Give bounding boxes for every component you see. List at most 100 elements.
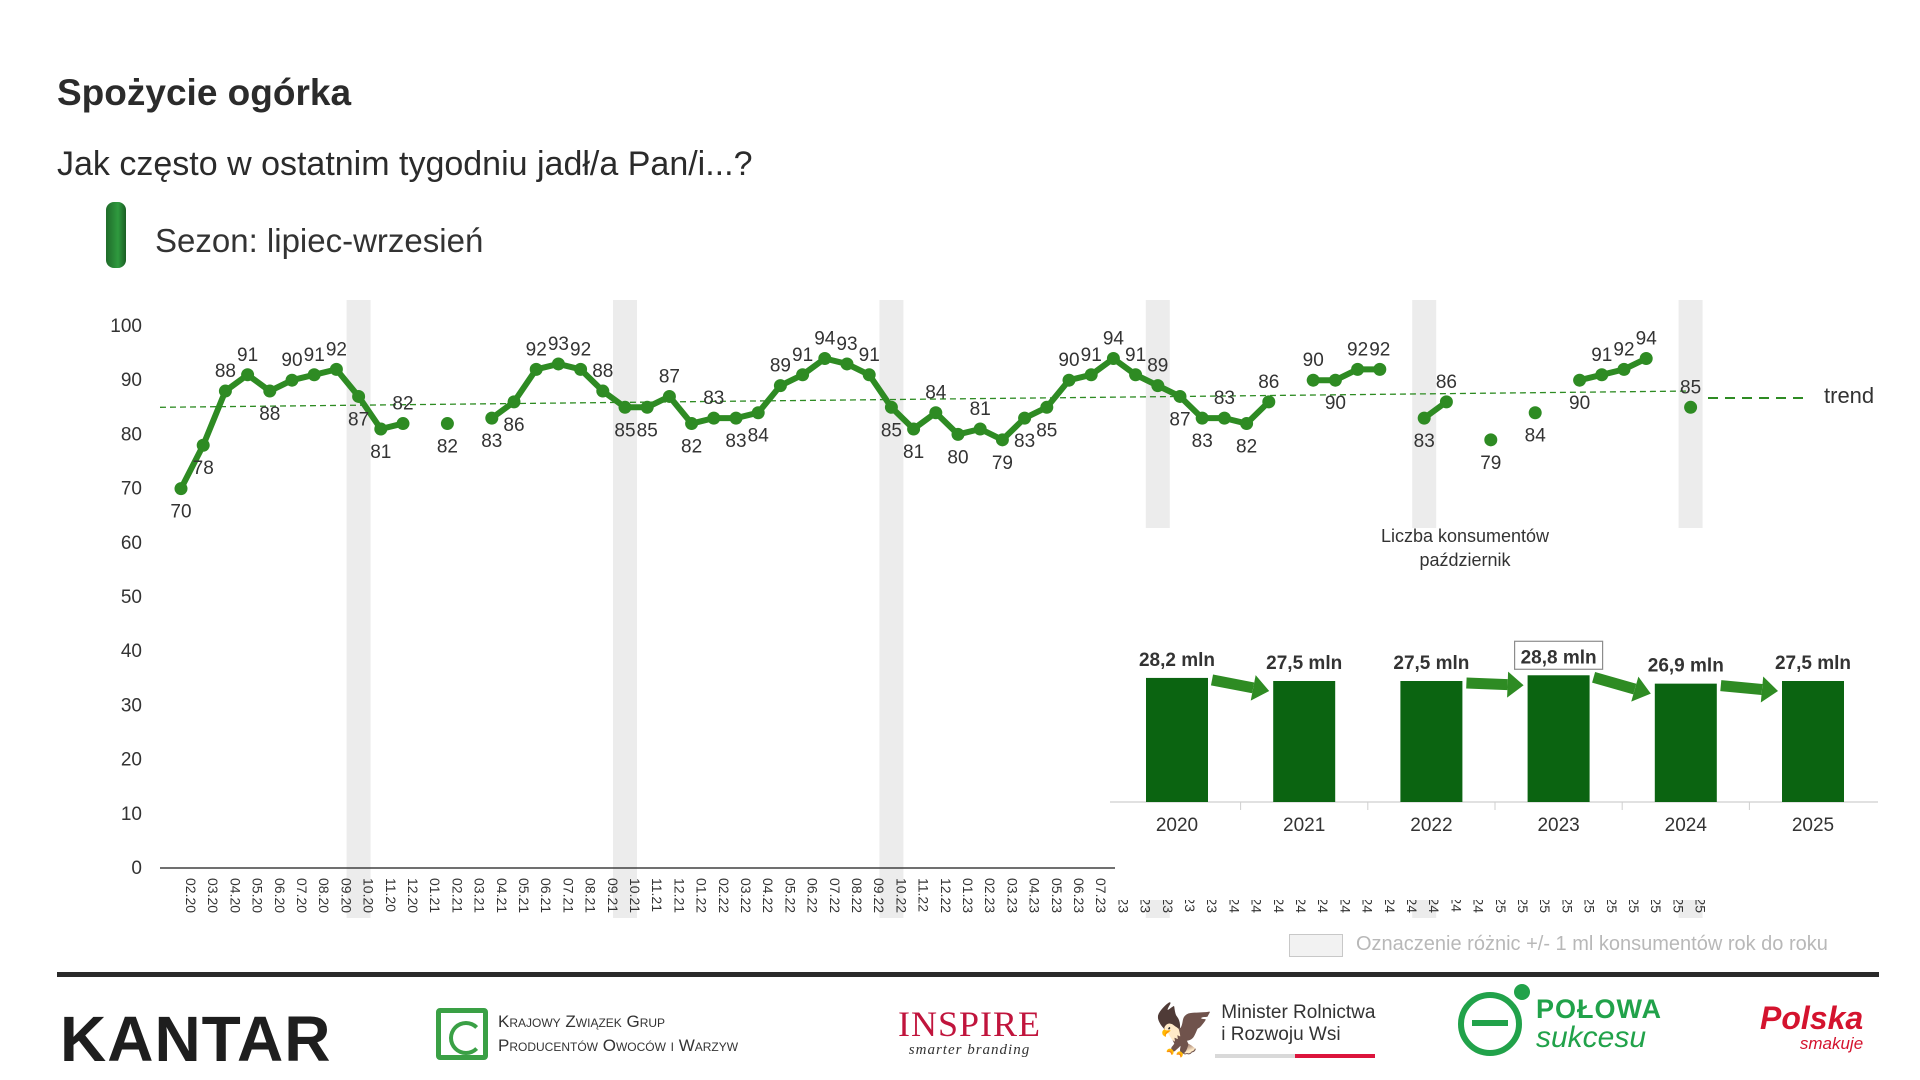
year-label: 2023 [1537, 815, 1579, 836]
data-point [241, 368, 255, 382]
data-label: 82 [1236, 437, 1257, 458]
data-label: 84 [1525, 426, 1547, 447]
data-point [596, 384, 610, 398]
consumers-bar [1400, 681, 1463, 802]
x-tick-label: 11.22 [916, 878, 932, 912]
trend-arrow-shaft [1592, 671, 1637, 695]
x-tick-label: 01.22 [694, 878, 710, 913]
y-tick-label: 80 [121, 424, 142, 445]
x-tick-label: 09.22 [871, 878, 887, 913]
data-point [907, 422, 921, 436]
trend-arrow-head [1760, 676, 1778, 703]
year-label: 2020 [1156, 815, 1198, 836]
year-label: 2025 [1792, 815, 1834, 836]
bar-value-label: 28,8 mln [1521, 647, 1597, 668]
data-label: 83 [1192, 431, 1213, 452]
x-tick-label: 06.22 [805, 878, 821, 913]
consumers-bar [1146, 677, 1208, 802]
x-tick-label: 10.21 [627, 878, 643, 913]
data-label: 92 [1613, 339, 1634, 360]
data-point [396, 417, 410, 431]
inset-background [1115, 528, 1885, 900]
bar-value-label: 27,5 mln [1393, 653, 1469, 674]
x-tick-label: 01.21 [427, 878, 443, 913]
x-tick-label: 10.20 [361, 878, 377, 913]
data-label: 88 [259, 404, 280, 425]
x-tick-label: 10.22 [893, 878, 909, 913]
data-label: 87 [659, 366, 680, 387]
data-point [1417, 411, 1431, 425]
data-point [529, 362, 543, 376]
y-tick-label: 100 [110, 316, 142, 337]
data-label: 83 [481, 431, 502, 452]
data-point [796, 368, 810, 382]
data-point [1240, 417, 1254, 431]
y-tick-label: 60 [121, 533, 142, 554]
data-point [218, 384, 232, 398]
inspire-wordmark: INSPIRE [898, 1004, 1042, 1044]
x-tick-label: 07.20 [294, 878, 310, 913]
polowa-icon [1458, 984, 1530, 1056]
data-label: 83 [703, 388, 724, 409]
consumers-bar [1273, 681, 1336, 802]
inspire-logo: INSPIRE smarter branding [898, 1006, 1041, 1059]
data-point [773, 379, 787, 393]
trend-arrow-head [1250, 675, 1270, 701]
trend-dashed-line [159, 390, 1691, 408]
data-label: 92 [1347, 339, 1368, 360]
x-tick-label: 09.21 [605, 878, 621, 913]
data-point [840, 357, 854, 371]
bar-value-label: 26,9 mln [1648, 656, 1724, 677]
page-title: Spożycie ogórka [57, 72, 352, 113]
x-tick-label: 03.20 [205, 878, 221, 913]
series-line-segment [1310, 366, 1383, 384]
data-label: 93 [836, 334, 857, 355]
data-label: 89 [1147, 356, 1168, 377]
year-label: 2024 [1665, 815, 1708, 836]
data-label: 90 [1303, 350, 1324, 371]
data-label: 86 [503, 415, 524, 436]
highlight-label-box [1513, 640, 1604, 670]
data-label: 91 [1081, 345, 1102, 366]
trend-arrow-shaft [1466, 677, 1508, 691]
data-point [1617, 362, 1631, 376]
data-point [485, 411, 499, 425]
data-label: 88 [592, 361, 613, 382]
x-tick-label: 05.22 [782, 878, 798, 913]
data-label: 84 [748, 426, 770, 447]
x-tick-label: 12.20 [405, 878, 421, 913]
x-tick-label: 09.20 [338, 878, 354, 913]
x-tick-label: 06.20 [272, 878, 288, 913]
data-label: 92 [326, 339, 347, 360]
x-tick-label: 06.21 [538, 878, 554, 913]
kzgp-icon [436, 1008, 488, 1060]
data-label: 79 [992, 453, 1013, 474]
x-tick-label: 02.22 [716, 878, 732, 913]
consumers-inset: Liczba konsumentów październik 28,2 mln 202… [1110, 526, 1885, 900]
data-label: 90 [281, 350, 302, 371]
data-label: 94 [1103, 329, 1125, 350]
data-label: 79 [1480, 453, 1501, 474]
data-label: 90 [1569, 393, 1590, 414]
x-tick-label: 05.23 [1049, 878, 1065, 913]
bar-value-label: 28,2 mln [1139, 650, 1215, 671]
data-point [1195, 411, 1209, 425]
data-label: 93 [548, 334, 569, 355]
bar-value-label: 27,5 mln [1775, 653, 1851, 674]
x-tick-label: 05.21 [516, 878, 532, 913]
data-point [1595, 368, 1609, 382]
data-point [973, 422, 987, 436]
trend-line [159, 390, 1691, 408]
data-label: 91 [1591, 345, 1612, 366]
inspire-tagline: smarter branding [908, 1042, 1031, 1058]
x-tick-label: 02.21 [449, 878, 465, 913]
x-tick-label: 06.23 [1071, 878, 1087, 913]
x-tick-label: 01.23 [960, 878, 976, 913]
inset-title-line2: październik [1419, 550, 1511, 570]
trend-arrow-shaft [1210, 674, 1255, 694]
data-label: 86 [1258, 372, 1279, 393]
data-label: 91 [304, 345, 325, 366]
eagle-icon: 🦅 [1153, 1002, 1216, 1058]
